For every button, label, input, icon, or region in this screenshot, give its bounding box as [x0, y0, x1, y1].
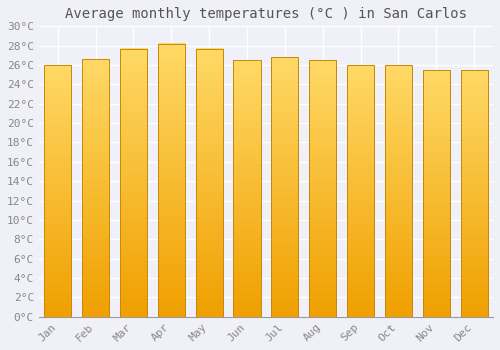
Bar	[120, 49, 147, 317]
Bar	[347, 65, 374, 317]
Bar	[196, 49, 223, 317]
Title: Average monthly temperatures (°C ) in San Carlos: Average monthly temperatures (°C ) in Sa…	[65, 7, 467, 21]
Bar	[271, 57, 298, 317]
Bar	[158, 44, 185, 317]
Bar	[385, 65, 412, 317]
Bar	[309, 60, 336, 317]
Bar	[234, 60, 260, 317]
Bar	[460, 70, 488, 317]
Bar	[82, 59, 109, 317]
Bar	[422, 70, 450, 317]
Bar	[44, 65, 72, 317]
